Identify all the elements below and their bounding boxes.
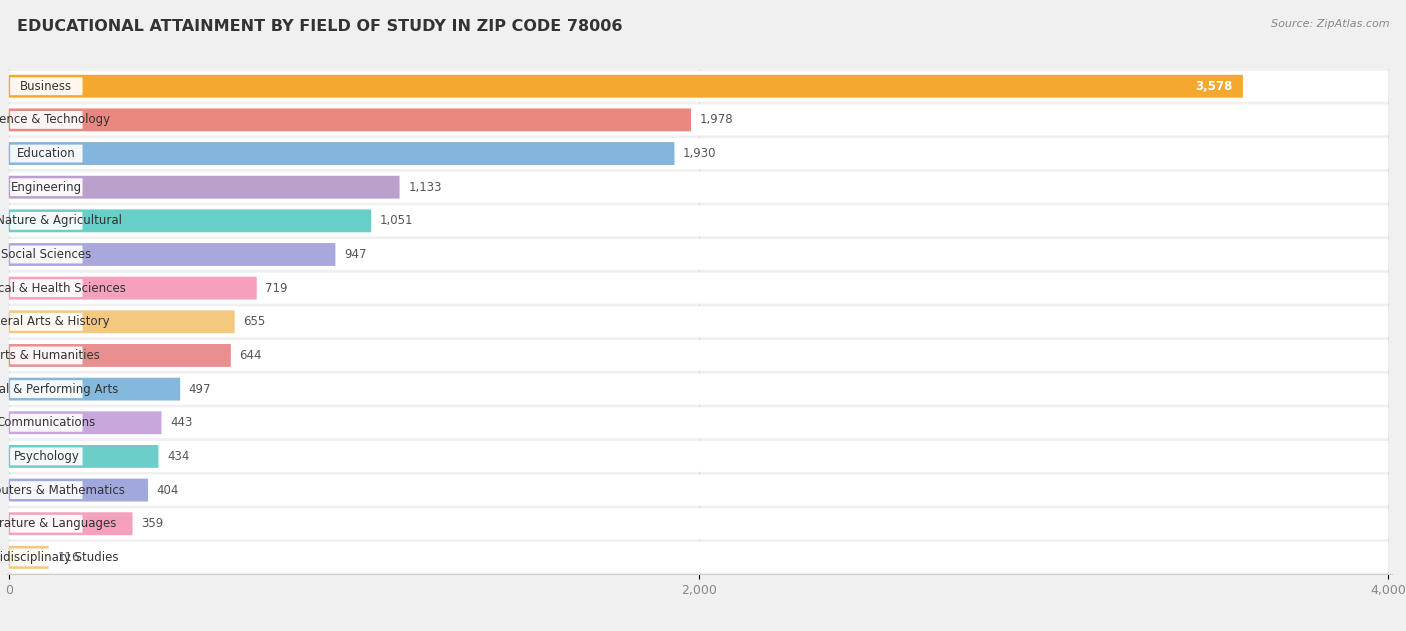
Text: Arts & Humanities: Arts & Humanities [0,349,100,362]
Text: 644: 644 [239,349,262,362]
FancyBboxPatch shape [8,407,1389,439]
Text: Science & Technology: Science & Technology [0,114,111,126]
Text: 947: 947 [344,248,367,261]
Text: Engineering: Engineering [11,180,82,194]
FancyBboxPatch shape [8,546,49,569]
Text: 359: 359 [141,517,163,530]
FancyBboxPatch shape [8,378,180,401]
FancyBboxPatch shape [10,447,83,465]
FancyBboxPatch shape [10,212,83,230]
FancyBboxPatch shape [8,109,690,131]
Text: 3,578: 3,578 [1195,80,1233,93]
FancyBboxPatch shape [8,475,1389,505]
Text: 497: 497 [188,382,211,396]
FancyBboxPatch shape [8,344,231,367]
FancyBboxPatch shape [8,239,1389,270]
Text: 1,930: 1,930 [683,147,717,160]
FancyBboxPatch shape [8,176,399,199]
Text: Multidisciplinary Studies: Multidisciplinary Studies [0,551,118,564]
Text: 1,133: 1,133 [408,180,441,194]
FancyBboxPatch shape [10,111,83,129]
FancyBboxPatch shape [10,515,83,533]
Text: Social Sciences: Social Sciences [1,248,91,261]
FancyBboxPatch shape [8,172,1389,203]
FancyBboxPatch shape [8,542,1389,573]
Text: Liberal Arts & History: Liberal Arts & History [0,316,110,328]
FancyBboxPatch shape [8,310,235,333]
Text: Literature & Languages: Literature & Languages [0,517,117,530]
FancyBboxPatch shape [8,138,1389,169]
FancyBboxPatch shape [8,142,675,165]
Text: 116: 116 [58,551,80,564]
Text: 1,051: 1,051 [380,215,413,227]
Text: 655: 655 [243,316,266,328]
FancyBboxPatch shape [10,548,83,566]
Text: Source: ZipAtlas.com: Source: ZipAtlas.com [1271,19,1389,29]
FancyBboxPatch shape [8,306,1389,338]
FancyBboxPatch shape [8,75,1243,98]
FancyBboxPatch shape [8,445,159,468]
FancyBboxPatch shape [8,374,1389,404]
Text: Physical & Health Sciences: Physical & Health Sciences [0,281,125,295]
FancyBboxPatch shape [8,205,1389,237]
FancyBboxPatch shape [8,273,1389,304]
FancyBboxPatch shape [8,411,162,434]
FancyBboxPatch shape [8,441,1389,472]
FancyBboxPatch shape [8,512,132,535]
FancyBboxPatch shape [10,346,83,364]
FancyBboxPatch shape [8,209,371,232]
FancyBboxPatch shape [10,245,83,263]
Text: 434: 434 [167,450,190,463]
FancyBboxPatch shape [10,144,83,162]
Text: 1,978: 1,978 [700,114,734,126]
FancyBboxPatch shape [10,414,83,432]
FancyBboxPatch shape [8,479,148,502]
Text: Business: Business [20,80,73,93]
Text: Communications: Communications [0,416,96,429]
Text: Computers & Mathematics: Computers & Mathematics [0,483,125,497]
FancyBboxPatch shape [8,104,1389,136]
Text: 443: 443 [170,416,193,429]
FancyBboxPatch shape [8,508,1389,540]
FancyBboxPatch shape [8,340,1389,371]
Text: EDUCATIONAL ATTAINMENT BY FIELD OF STUDY IN ZIP CODE 78006: EDUCATIONAL ATTAINMENT BY FIELD OF STUDY… [17,19,623,34]
Text: Education: Education [17,147,76,160]
FancyBboxPatch shape [8,71,1389,102]
FancyBboxPatch shape [10,481,83,499]
Text: 719: 719 [266,281,288,295]
Text: Bio, Nature & Agricultural: Bio, Nature & Agricultural [0,215,122,227]
Text: 404: 404 [156,483,179,497]
FancyBboxPatch shape [10,313,83,331]
FancyBboxPatch shape [10,380,83,398]
Text: Visual & Performing Arts: Visual & Performing Arts [0,382,118,396]
FancyBboxPatch shape [8,277,257,300]
FancyBboxPatch shape [10,78,83,95]
Text: Psychology: Psychology [14,450,79,463]
FancyBboxPatch shape [10,179,83,196]
FancyBboxPatch shape [8,243,336,266]
FancyBboxPatch shape [10,280,83,297]
